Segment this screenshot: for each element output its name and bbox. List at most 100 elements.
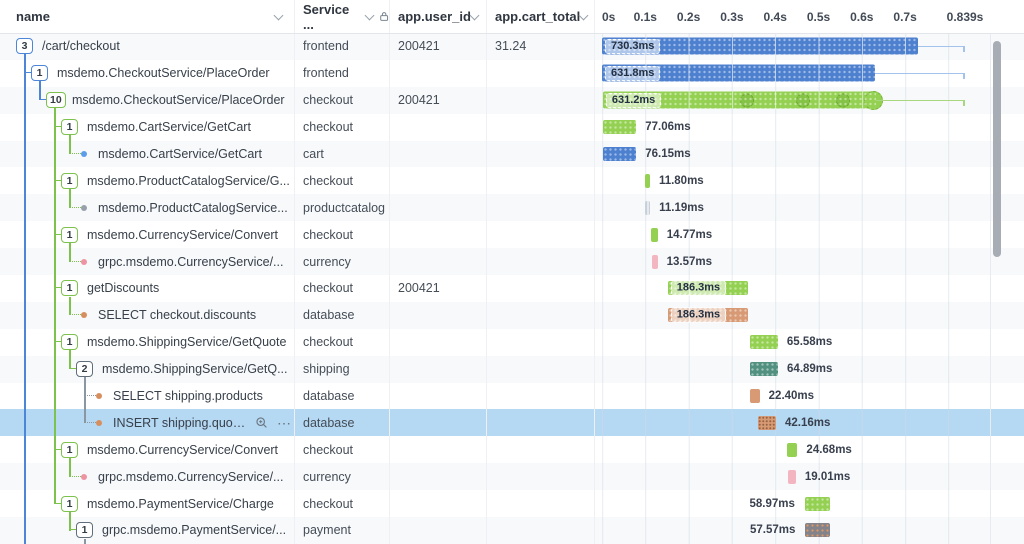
span-duration-bar[interactable]	[603, 147, 637, 161]
span-duration-bar[interactable]: 186.3ms	[667, 307, 749, 323]
span-duration-bar[interactable]	[602, 120, 637, 135]
span-duration-bar[interactable]	[757, 415, 777, 430]
user-id-cell: 200421	[390, 33, 487, 60]
tree-elbow	[54, 502, 61, 504]
span-duration-bar[interactable]	[651, 227, 658, 242]
trace-row[interactable]: 1 msdemo.ProductCatalogService/G... check…	[0, 167, 1024, 195]
span-count-badge[interactable]: 2	[76, 361, 93, 378]
user-id-cell	[390, 301, 487, 329]
span-count-badge[interactable]: 3	[16, 38, 33, 55]
span-duration-bar[interactable]	[645, 200, 651, 215]
span-duration-bar[interactable]	[644, 173, 650, 188]
span-count-badge[interactable]: 1	[61, 495, 78, 512]
span-count-badge[interactable]: 1	[61, 119, 78, 136]
trace-row[interactable]: 3/cart/checkout frontend 200421 31.24 73…	[0, 33, 1024, 60]
chevron-down-icon[interactable]	[578, 10, 589, 20]
span-count-badge[interactable]: 1	[61, 172, 78, 189]
duration-label: 11.80ms	[658, 174, 704, 187]
user-id-cell	[390, 328, 487, 356]
chevron-down-icon[interactable]	[273, 10, 284, 20]
trace-row[interactable]: 1 msdemo.CurrencyService/Convert checkout…	[0, 221, 1024, 249]
span-count-badge[interactable]: 1	[76, 522, 93, 539]
trace-extent-whisker	[917, 45, 965, 52]
chevron-down-icon[interactable]	[469, 10, 480, 20]
trace-row[interactable]: INSERT shipping.quotes ⋯ database 42.16ms	[0, 409, 1024, 437]
trace-row[interactable]: 1 msdemo.PaymentService/Charge checkout 5…	[0, 490, 1024, 518]
column-header-service[interactable]: Service ...	[295, 0, 390, 33]
cart-total-cell	[487, 140, 595, 168]
span-duration-bar[interactable]	[805, 523, 831, 538]
axis-tick: 0.4s	[763, 9, 787, 24]
span-duration-bar[interactable]: 631.8ms	[602, 64, 876, 82]
vertical-scrollbar[interactable]	[991, 35, 1002, 542]
event-circle	[796, 93, 811, 108]
column-header-name[interactable]: name	[0, 0, 295, 33]
leaf-dot	[96, 393, 102, 400]
trace-row[interactable]: 1 msdemo.ShippingService/GetQuote checkou…	[0, 328, 1024, 356]
cart-total-cell	[487, 86, 595, 114]
span-duration-bar[interactable]	[749, 362, 779, 377]
name-cell: 1 getDiscounts	[0, 275, 295, 302]
trace-row[interactable]: grpc.msdemo.CurrencyService/... currency…	[0, 463, 1024, 491]
axis-tick: 0.2s	[676, 9, 701, 24]
tree-elbow	[84, 421, 96, 423]
time-axis: 0s 0.1s 0.2s 0.3s 0.4s 0.5s 0.6s 0.7s 0.839s	[595, 0, 1024, 33]
cart-total-cell	[487, 409, 595, 437]
span-name: grpc.msdemo.CurrencyService/...	[98, 254, 284, 269]
trace-row[interactable]: 1 getDiscounts checkout 200421 186.3ms	[0, 275, 1024, 302]
column-header-cart-total[interactable]: app.cart_total	[487, 0, 595, 33]
trace-row[interactable]: 10 msdemo.CheckoutService/PlaceOrder chec…	[0, 86, 1024, 114]
leaf-dot	[81, 204, 87, 211]
span-count-badge[interactable]: 10	[46, 92, 66, 109]
trace-row[interactable]: msdemo.CartService/GetCart cart 76.15ms	[0, 140, 1024, 168]
trace-row[interactable]: 1 msdemo.CartService/GetCart checkout 77.…	[0, 113, 1024, 141]
trace-row[interactable]: 1 msdemo.CheckoutService/PlaceOrder front…	[0, 59, 1024, 87]
cart-total-cell	[487, 355, 595, 383]
tree-elbow	[54, 179, 61, 181]
trace-row[interactable]: msdemo.ProductCatalogService... productc…	[0, 194, 1024, 222]
span-duration-bar[interactable]	[651, 254, 658, 269]
user-id-cell	[390, 140, 487, 168]
cart-total-cell	[487, 463, 595, 491]
span-duration-bar[interactable]: 186.3ms	[667, 280, 749, 296]
cart-total-cell	[487, 275, 595, 302]
column-header-user-id[interactable]: app.user_id	[390, 0, 487, 33]
span-count-badge[interactable]: 1	[31, 65, 48, 82]
scrollbar-thumb[interactable]	[992, 41, 1001, 257]
service-cell: checkout	[295, 167, 390, 195]
span-duration-bar[interactable]	[749, 335, 779, 350]
user-id-cell	[390, 59, 487, 87]
timeline-cell: 11.19ms	[595, 194, 991, 222]
span-duration-bar[interactable]	[786, 442, 798, 457]
span-count-badge[interactable]: 1	[61, 226, 78, 243]
span-duration-bar[interactable]	[804, 496, 831, 511]
service-cell: frontend	[295, 33, 390, 60]
chevron-down-icon[interactable]	[364, 10, 375, 20]
duration-label: 186.3ms	[670, 280, 727, 296]
span-duration-bar[interactable]: 631.2ms	[602, 90, 883, 110]
span-duration-bar[interactable]	[787, 469, 796, 484]
more-actions-icon[interactable]: ⋯	[277, 414, 291, 431]
service-cell: checkout	[295, 221, 390, 249]
span-name: msdemo.CartService/GetCart	[98, 147, 262, 161]
span-count-badge[interactable]: 1	[61, 280, 78, 297]
axis-tick: 0.7s	[893, 9, 917, 24]
span-duration-bar[interactable]: 730.3ms	[602, 37, 918, 55]
trace-row[interactable]: SELECT checkout.discounts database 186.3…	[0, 301, 1024, 329]
trace-row[interactable]: 2 msdemo.ShippingService/GetQ... shipping…	[0, 355, 1024, 383]
trace-row[interactable]: SELECT shipping.products database 22.40m…	[0, 382, 1024, 410]
user-id-cell	[390, 409, 487, 437]
duration-label: 76.15ms	[645, 148, 691, 160]
lock-icon[interactable]	[379, 11, 389, 22]
event-circle	[739, 93, 754, 108]
trace-row[interactable]: 1 msdemo.CurrencyService/Convert checkout…	[0, 436, 1024, 464]
zoom-in-icon[interactable]	[255, 416, 268, 429]
span-duration-bar[interactable]	[749, 389, 760, 404]
span-count-badge[interactable]: 1	[61, 334, 78, 351]
user-id-cell	[390, 113, 487, 141]
span-count-badge[interactable]: 1	[61, 441, 78, 458]
timeline-cell: 65.58ms	[595, 328, 991, 356]
trace-row[interactable]: 1 grpc.msdemo.PaymentService/... payment …	[0, 517, 1024, 544]
trace-row[interactable]: grpc.msdemo.CurrencyService/... currency…	[0, 248, 1024, 276]
span-name: msdemo.CurrencyService/Convert	[87, 227, 279, 242]
